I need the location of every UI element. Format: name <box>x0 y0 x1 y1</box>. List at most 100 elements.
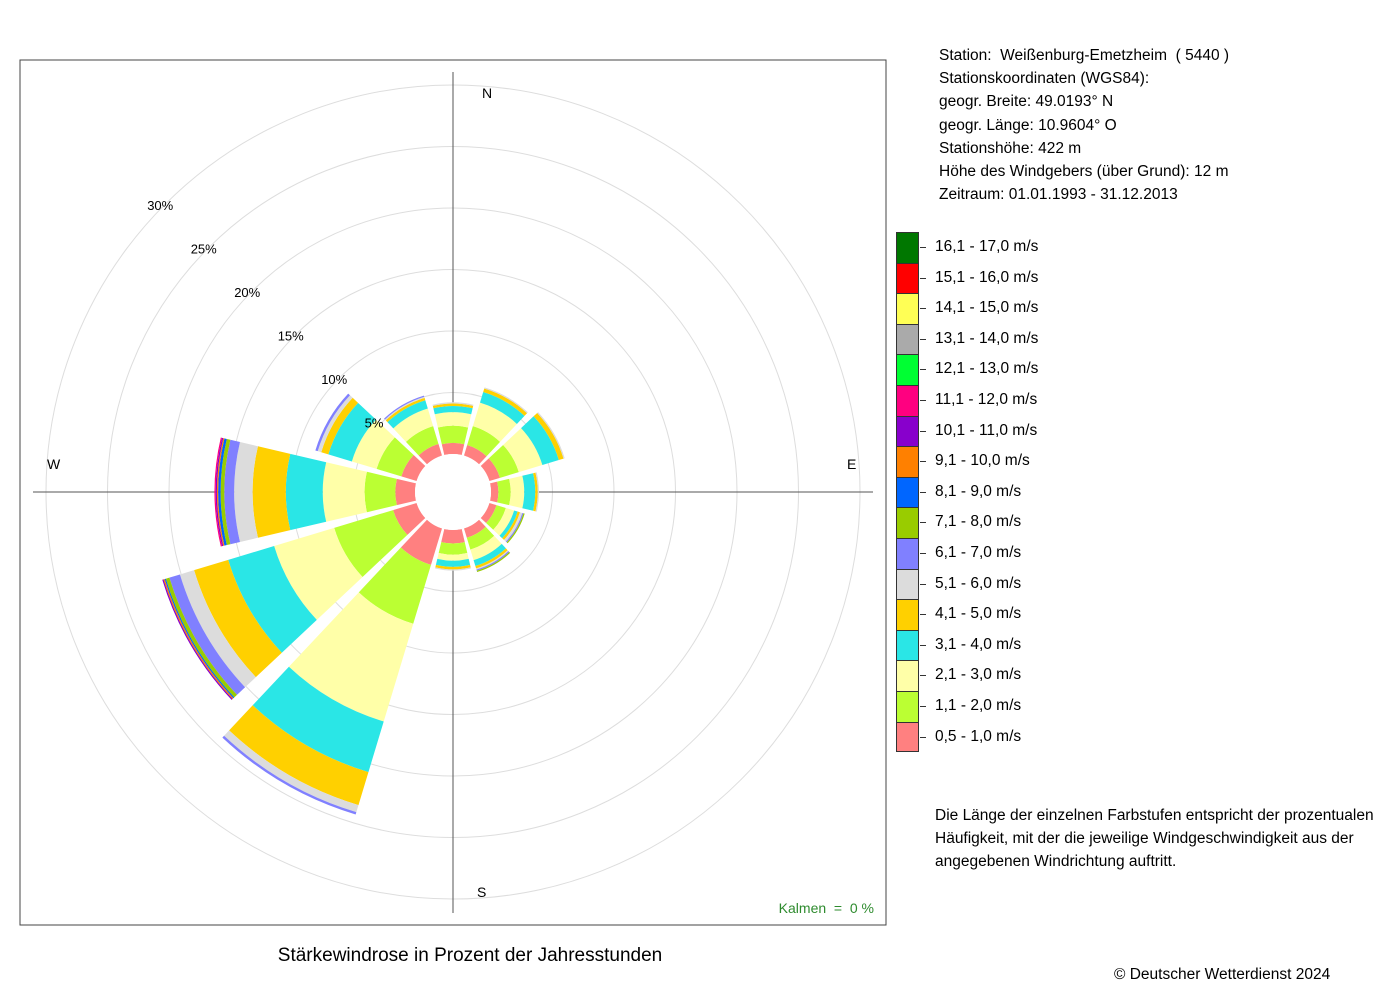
sector-segment <box>401 455 426 482</box>
sector-segment <box>434 412 472 428</box>
sector-segment <box>376 437 414 477</box>
station-info-block: Station: Weißenburg-Emetzheim ( 5440 ) S… <box>939 44 1229 206</box>
sector-segment <box>483 388 528 416</box>
station-elevation: Stationshöhe: 422 m <box>939 139 1082 157</box>
sector-segment <box>224 439 240 545</box>
legend-label: 1,1 - 2,0 m/s <box>935 696 1022 714</box>
sector-segment <box>315 393 350 452</box>
legend-swatch <box>896 660 919 691</box>
legend-swatch <box>896 690 919 722</box>
legend-label: 12,1 - 13,0 m/s <box>935 360 1039 378</box>
legend-swatch <box>896 262 919 294</box>
sector-segment <box>490 481 499 503</box>
sector-segment <box>502 511 520 540</box>
compass-east-label: E <box>847 456 856 472</box>
legend-label: 7,1 - 8,0 m/s <box>935 513 1022 531</box>
sector-segment <box>418 443 443 465</box>
sector-segment <box>497 478 511 506</box>
sector-segment <box>472 402 517 442</box>
legend-label: 8,1 - 9,0 m/s <box>935 482 1022 500</box>
sector-segment <box>486 505 506 530</box>
legend-swatch <box>896 232 919 263</box>
sector-segment <box>476 551 510 571</box>
sector-segment <box>322 462 367 522</box>
sector-segment <box>179 570 256 688</box>
legend-label: 3,1 - 4,0 m/s <box>935 635 1022 653</box>
radial-tick-label: 25% <box>191 242 217 257</box>
station-coords-heading: Stationskoordinaten (WGS84): <box>939 70 1150 88</box>
sector-segment <box>405 426 439 456</box>
legend-swatch <box>896 507 919 538</box>
legend-swatch <box>896 629 919 661</box>
sector-segment <box>432 402 474 406</box>
sector-segment <box>437 425 469 445</box>
legend-swatch <box>896 446 919 477</box>
sector-segment <box>473 543 506 567</box>
radial-tick-label: 30% <box>147 198 173 213</box>
sector-segment <box>218 438 227 546</box>
legend-swatch <box>896 354 919 385</box>
legend-label: 0,5 - 1,0 m/s <box>935 727 1022 745</box>
legend-swatch <box>896 415 919 447</box>
sector-segment <box>334 510 408 577</box>
radial-tick-label: 20% <box>234 285 260 300</box>
sector-segment <box>229 705 369 806</box>
sector-segment <box>488 444 519 478</box>
legend-tick <box>920 736 926 738</box>
sector-segment <box>504 512 523 542</box>
sector-segment <box>467 426 501 457</box>
sector-segment <box>358 547 431 624</box>
radial-tick-label: 10% <box>321 372 347 387</box>
bars-layer <box>162 387 565 815</box>
sector-segment <box>521 416 559 466</box>
sector-segment <box>480 502 497 524</box>
sector-segment <box>435 564 471 570</box>
chart-title: Stärkewindrose in Prozent der Jahresstun… <box>278 945 662 966</box>
sector-segment <box>252 446 291 538</box>
legend-tick <box>920 644 926 646</box>
sector-segment <box>522 473 536 511</box>
sector-segment <box>441 529 465 544</box>
sector-segment <box>435 567 471 571</box>
legend-label: 5,1 - 6,0 m/s <box>935 574 1022 592</box>
sector-segment <box>228 546 317 653</box>
tick-label-layer: 5% 10% 15% 20% 25% 30% <box>147 198 384 430</box>
sector-segment <box>479 392 525 424</box>
sector-segment <box>535 472 539 512</box>
compass-south-label: S <box>477 884 486 900</box>
sector-segment <box>470 535 502 561</box>
legend-label: 15,1 - 16,0 m/s <box>935 268 1039 286</box>
sector-segment <box>435 558 471 567</box>
legend-tick <box>920 552 926 554</box>
sector-segment <box>506 513 525 544</box>
legend-label: 11,1 - 12,0 m/s <box>935 390 1038 408</box>
sector-segment <box>169 574 246 695</box>
sector-segment <box>466 526 495 550</box>
legend-label: 2,1 - 3,0 m/s <box>935 666 1022 684</box>
legend-tick <box>920 308 926 310</box>
legend-tick <box>920 614 926 616</box>
sector-segment <box>395 478 416 506</box>
sector-segment <box>476 551 511 572</box>
sector-segment <box>317 395 353 453</box>
copyright-notice: © Deutscher Wetterdienst 2024 <box>1114 966 1331 983</box>
sector-segment <box>400 519 443 565</box>
sector-segment <box>220 438 231 546</box>
legend-label: 6,1 - 7,0 m/s <box>935 543 1022 561</box>
sector-segment <box>194 559 282 678</box>
legend-swatch <box>896 721 919 753</box>
station-latitude: geogr. Breite: 49.0193° N <box>939 93 1114 111</box>
sector-segment <box>393 502 426 535</box>
legend-tick <box>920 491 926 493</box>
sector-segment <box>476 550 509 570</box>
legend-label: 13,1 - 14,0 m/s <box>935 329 1039 347</box>
legend-label: 4,1 - 5,0 m/s <box>935 605 1022 623</box>
sector-segment <box>484 387 528 414</box>
sector-segment <box>215 437 224 547</box>
sector-segment <box>503 428 543 473</box>
sector-segment <box>533 472 538 512</box>
legend-tick <box>920 369 926 371</box>
sector-segment <box>432 403 474 409</box>
sector-segment <box>437 552 469 561</box>
